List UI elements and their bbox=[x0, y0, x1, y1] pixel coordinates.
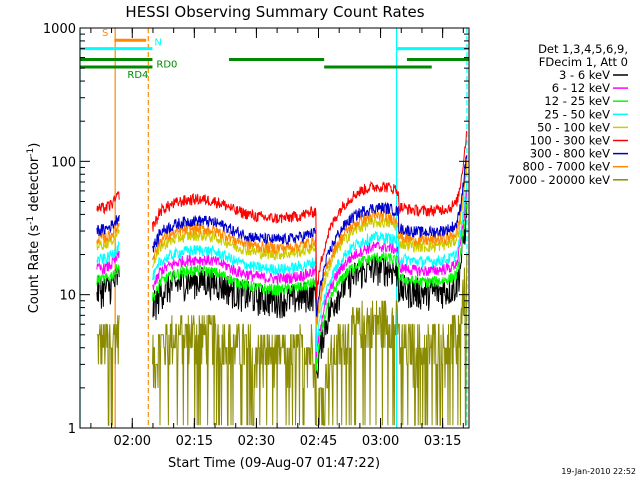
series-line-8 bbox=[96, 254, 468, 426]
y-tick-label-0: 1 bbox=[68, 422, 76, 437]
x-tick-label-4: 03:00 bbox=[362, 434, 399, 449]
flag-label-2: RD0 bbox=[156, 60, 177, 71]
legend-header-detectors: Det 1,3,4,5,6,9, bbox=[538, 42, 628, 56]
legend-label-0: 3 - 6 keV bbox=[559, 68, 610, 82]
chart-title: HESSI Observing Summary Count Rates bbox=[125, 3, 424, 21]
series-line-3 bbox=[96, 182, 468, 352]
y-tick-label-1: 10 bbox=[59, 289, 76, 304]
series-line-4 bbox=[96, 162, 468, 328]
legend-label-3: 25 - 50 keV bbox=[544, 107, 610, 121]
flag-label-0: S bbox=[102, 28, 108, 39]
flag-label-3: RD4 bbox=[127, 70, 148, 81]
flag-bars: S N RD0 RD4 bbox=[80, 28, 469, 81]
y-tick-label-2: 100 bbox=[51, 155, 76, 170]
legend-label-8: 7000 - 20000 keV bbox=[508, 173, 610, 187]
x-tick-label-1: 02:15 bbox=[176, 434, 213, 449]
series-layer bbox=[96, 130, 468, 426]
flag-label-1: N bbox=[154, 38, 161, 49]
legend-header-decimation: FDecim 1, Att 0 bbox=[539, 55, 628, 69]
series-line-1 bbox=[96, 190, 468, 357]
legend-label-5: 100 - 300 keV bbox=[530, 134, 610, 148]
legend-label-2: 12 - 25 keV bbox=[544, 94, 610, 108]
legend-label-6: 300 - 800 keV bbox=[530, 147, 610, 161]
x-tick-label-2: 02:30 bbox=[238, 434, 275, 449]
series-line-5 bbox=[96, 130, 468, 299]
legend-label-7: 800 - 7000 keV bbox=[522, 160, 610, 174]
plot-frame bbox=[79, 27, 470, 429]
x-axis-label: Start Time (09-Aug-07 01:47:22) bbox=[168, 456, 380, 471]
series-line-7 bbox=[96, 159, 468, 325]
y-tick-label-3: 1000 bbox=[43, 22, 76, 37]
x-tick-label-3: 02:45 bbox=[300, 434, 337, 449]
legend: Det 1,3,4,5,6,9, FDecim 1, Att 0 3 - 6 k… bbox=[508, 42, 628, 187]
x-axis-ticks: 02:00 02:15 02:30 02:45 03:00 03:15 bbox=[90, 28, 464, 449]
legend-label-4: 50 - 100 keV bbox=[537, 120, 610, 134]
x-tick-label-5: 03:15 bbox=[424, 434, 461, 449]
timestamp: 19-Jan-2010 22:52 bbox=[561, 467, 636, 476]
legend-label-1: 6 - 12 keV bbox=[552, 81, 610, 95]
x-tick-label-0: 02:00 bbox=[114, 434, 151, 449]
y-axis-label: Count Rate (s-1 detector-1) bbox=[26, 143, 42, 314]
series-line-6 bbox=[96, 154, 468, 318]
series-line-2 bbox=[96, 204, 468, 371]
y-axis-ticks: 1 10 100 1000 bbox=[43, 22, 469, 437]
